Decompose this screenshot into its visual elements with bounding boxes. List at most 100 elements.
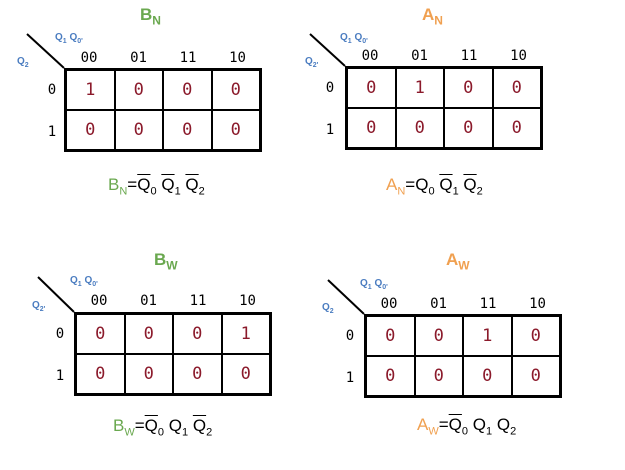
term-sub: 2 <box>206 426 213 439</box>
lhs-text-sub: N <box>397 185 406 198</box>
equation-term: Q1 <box>472 415 497 437</box>
var-q2: Q2 <box>17 56 29 69</box>
var-q2-sub: 2 <box>329 308 334 315</box>
var-q0-sub: 0' <box>362 38 368 45</box>
equation-term: Q2 <box>185 175 204 197</box>
term-base: Q <box>144 416 158 435</box>
kmap-cell: 0 <box>211 110 260 150</box>
var-q1: Q1 <box>360 278 372 291</box>
var-q2-sub: 2' <box>39 306 46 313</box>
var-q0: Q0' <box>69 32 83 45</box>
term-base: Q <box>496 415 511 434</box>
lhs-text-sub: N <box>119 185 128 198</box>
row-header-1: 1 <box>47 124 57 140</box>
var-q1: Q1 <box>340 32 352 45</box>
equals-sign: = <box>127 175 138 194</box>
row-variable: Q2' <box>32 300 45 313</box>
title-text-sub: N <box>152 13 161 28</box>
column-header-11: 11 <box>179 50 197 66</box>
title-text-sub: N <box>434 13 443 28</box>
equation-lhs: BN <box>108 175 128 198</box>
boolean-equation: AN=Q0 Q1 Q2 <box>386 175 483 197</box>
term-sub: 0 <box>428 185 435 198</box>
title-text: AW <box>446 250 470 272</box>
equation-term: Q0 <box>137 175 161 198</box>
var-q2: Q2' <box>305 56 319 69</box>
kmap-cell: 0 <box>492 68 541 108</box>
lhs-text-base: A <box>386 175 398 194</box>
kmap-4: AW Q1 Q0' Q2 00 01 11 10 0 1 0 0 1 0 0 0 0 0 AW=Q0 Q1 Q2 <box>300 245 600 470</box>
kmap-title: AN <box>422 5 443 27</box>
kmap-cell: 0 <box>211 70 260 110</box>
var-q0-sub: 0' <box>77 38 83 45</box>
row-variable: Q2 <box>17 56 29 69</box>
kmap-cell: 0 <box>76 354 125 394</box>
equals-sign: = <box>438 415 449 434</box>
equation-term: Q0 <box>144 416 169 438</box>
var-q1-base: Q <box>340 32 348 43</box>
term-sub: 0 <box>461 425 469 438</box>
var-q0-base: Q <box>374 278 383 289</box>
var-q2-base: Q <box>322 302 330 313</box>
kmap-cell: 0 <box>66 110 115 150</box>
equation-term: Q2 <box>193 416 213 439</box>
term-base: Q <box>168 416 182 435</box>
term-base: Q <box>472 415 486 434</box>
boolean-equation: AW=Q0 Q1 Q2 <box>417 415 516 437</box>
lhs-text-base: B <box>113 416 125 435</box>
title-text: BW <box>154 250 178 273</box>
row-header-0: 0 <box>345 328 355 344</box>
row-variable: Q2 <box>322 302 334 315</box>
lhs-text: AN <box>386 175 406 198</box>
kmap-cell: 0 <box>395 108 444 148</box>
term-sub: 1 <box>452 185 459 198</box>
kmap-cell: 0 <box>114 70 163 110</box>
kmap-cell: 0 <box>114 110 163 150</box>
lhs-text-sub: W <box>124 426 135 439</box>
kmap-title: AW <box>446 250 470 272</box>
kmap-cell: 0 <box>221 354 270 394</box>
equals-sign: = <box>134 416 145 435</box>
term-sub: 0 <box>150 185 157 198</box>
equals-sign: = <box>405 175 416 194</box>
var-q1: Q1 <box>70 275 82 288</box>
title-text-sub: W <box>166 258 178 273</box>
kmap-cell: 0 <box>444 68 493 108</box>
kmap-1: BN Q1 Q0' Q2 00 01 11 10 0 1 1 0 0 0 0 0 0 0 BN=Q0 Q1 Q2 <box>0 0 300 225</box>
var-q1-sub: 1 <box>62 38 67 45</box>
corner-diagonal-line <box>327 279 365 315</box>
var-q2-sub: 2' <box>312 62 319 69</box>
corner-line <box>327 279 365 315</box>
kmap-cell: 0 <box>414 356 463 396</box>
equation-term: Q2 <box>496 415 516 437</box>
kmap-cell: 1 <box>221 314 270 354</box>
column-header-00: 00 <box>90 293 108 309</box>
var-q0-base: Q <box>84 275 93 286</box>
var-q1-sub: 1 <box>367 284 372 291</box>
equation-lhs: AN <box>386 175 406 198</box>
kmap-cell: 0 <box>414 316 463 356</box>
row-variable: Q2' <box>305 56 318 69</box>
kmap-cell: 0 <box>366 356 415 396</box>
kmap-cell: 0 <box>163 110 212 150</box>
var-q0-base: Q <box>69 32 78 43</box>
kmap-cell: 0 <box>511 356 560 396</box>
lhs-text-base: B <box>108 175 120 194</box>
kmap-cell: 0 <box>492 108 541 148</box>
corner-diagonal-line <box>37 276 75 313</box>
equation-lhs: AW <box>417 415 439 437</box>
lhs-text-base: A <box>417 415 429 434</box>
kmap-cell: 1 <box>463 316 512 356</box>
term-base: Q <box>448 415 462 434</box>
var-q1: Q1 <box>55 32 67 45</box>
kmap-cell: 0 <box>347 108 396 148</box>
term-base: Q <box>185 175 199 194</box>
var-q2-base: Q <box>32 300 40 311</box>
title-text-base: B <box>154 250 167 269</box>
lhs-text: AW <box>417 415 439 437</box>
row-header-1: 1 <box>345 370 355 386</box>
equation-term: Q0 <box>415 175 439 198</box>
term-base: Q <box>137 175 151 194</box>
